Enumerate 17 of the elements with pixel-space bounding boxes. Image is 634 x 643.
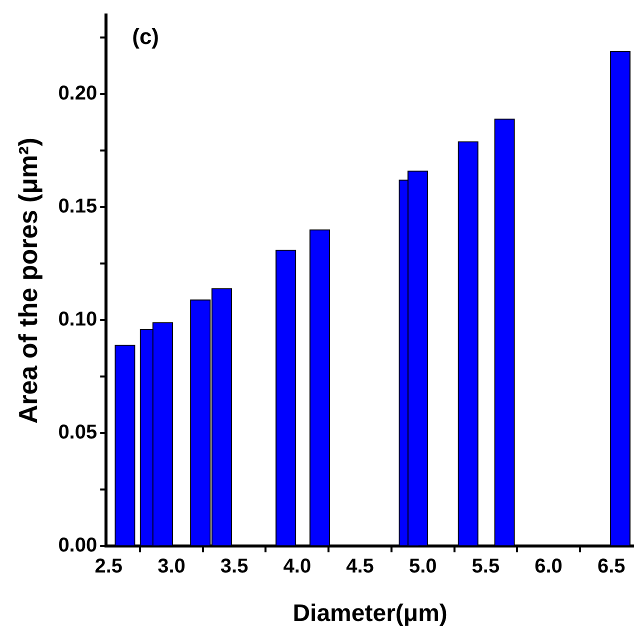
x-tick-label: 3.5 <box>220 556 248 578</box>
y-tick-label: 0.05 <box>58 422 98 444</box>
y-tick-label: 0.20 <box>58 82 98 105</box>
text: 4.0 <box>283 556 312 578</box>
y-axis-title: Area of the pores (μm²) <box>12 138 43 424</box>
x-tick-label: 4.5 <box>346 556 374 578</box>
text: 5.0 <box>408 556 437 578</box>
x-tick-label: 6.5 <box>597 556 626 578</box>
y-tick-label: 0.10 <box>58 308 98 331</box>
text: 6.0 <box>534 556 562 578</box>
y-tick-label: 0.00 <box>58 534 98 557</box>
annotation: (c) <box>132 24 160 50</box>
x-tick-label: 2.5 <box>94 556 123 578</box>
x-tick-label: 5.5 <box>472 556 500 578</box>
y-tick-label: 0.15 <box>58 196 98 218</box>
x-axis-title: Diameter(μm) <box>292 600 448 628</box>
text: 3.0 <box>158 556 186 578</box>
